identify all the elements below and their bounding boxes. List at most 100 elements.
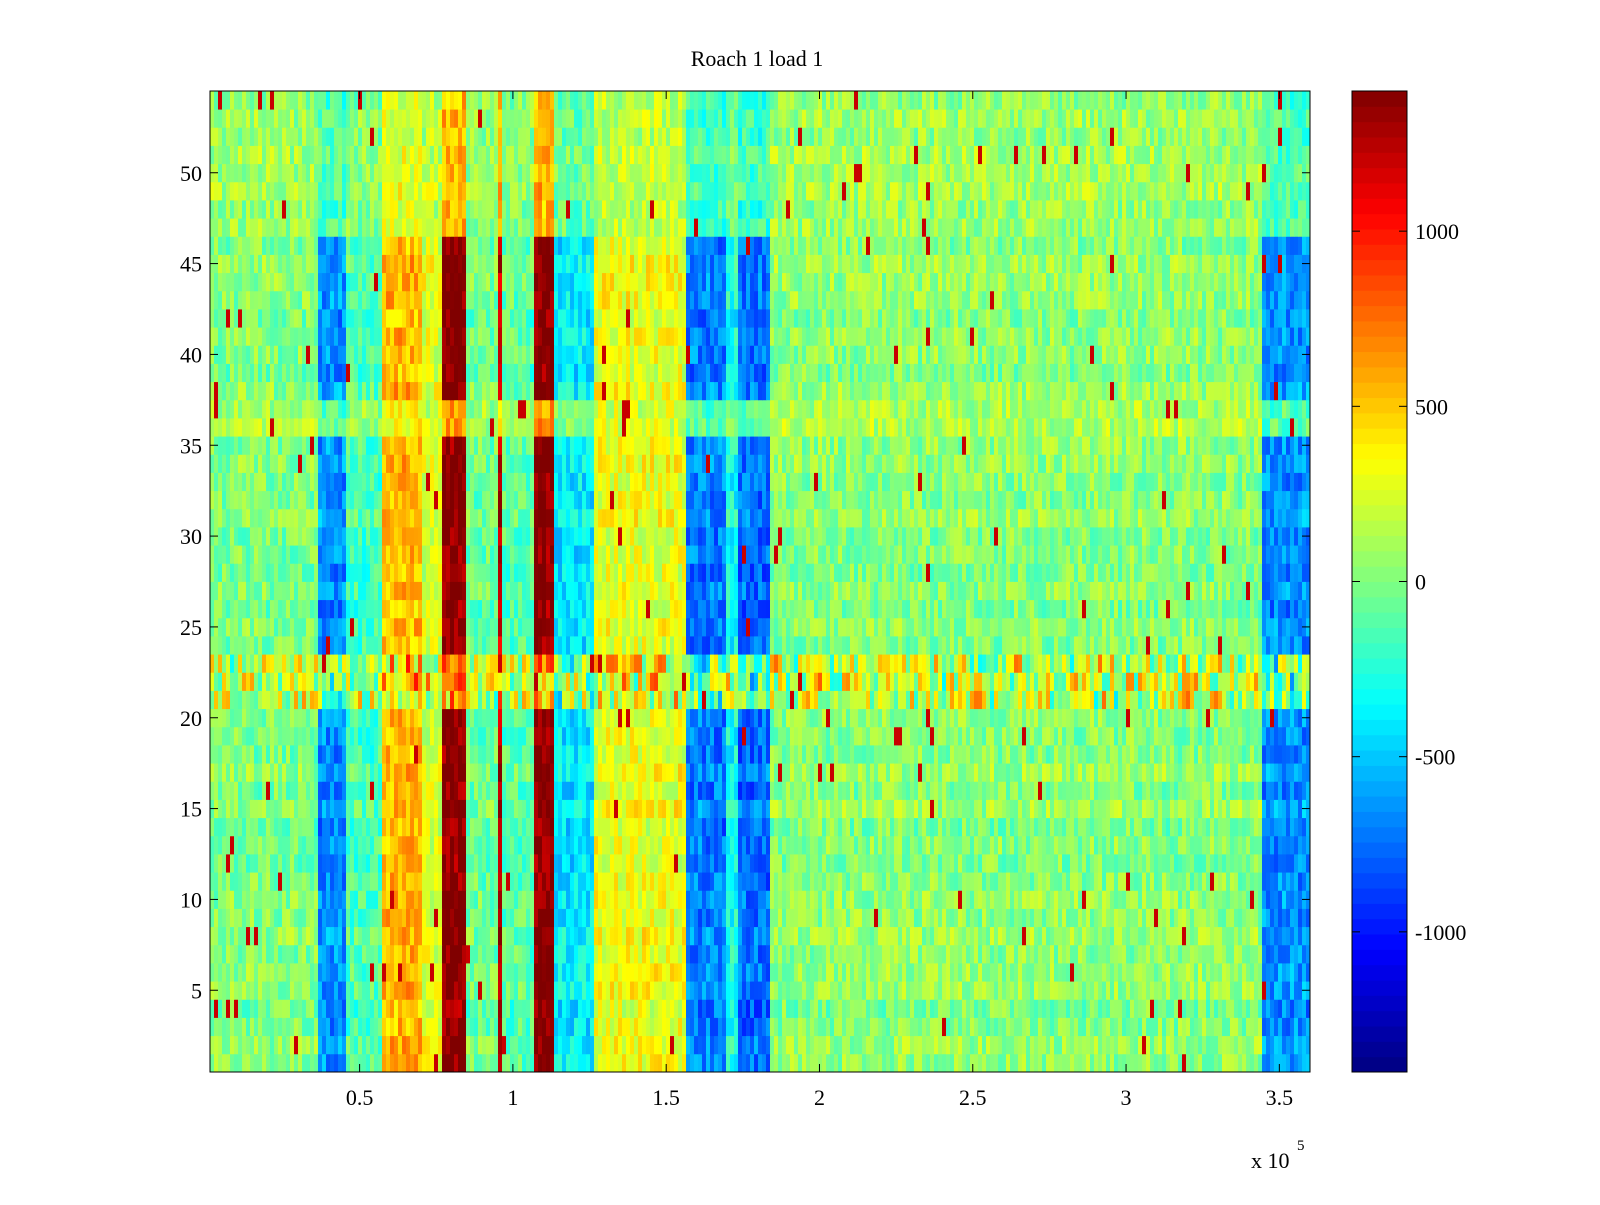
heatmap-cell — [646, 926, 651, 946]
heatmap-cell — [898, 926, 903, 946]
heatmap-cell — [422, 872, 427, 891]
heatmap-cell — [330, 1053, 335, 1073]
heatmap-cell — [842, 763, 847, 782]
heatmap-cell — [1278, 981, 1283, 1000]
heatmap-cell — [1190, 872, 1195, 891]
heatmap-cell — [210, 872, 215, 891]
heatmap-cell — [882, 981, 887, 1000]
heatmap-cell — [898, 999, 903, 1018]
heatmap-cell — [1238, 908, 1243, 928]
heatmap-cell — [1074, 999, 1079, 1018]
heatmap-cell — [242, 781, 247, 800]
heatmap-cell — [1086, 817, 1091, 837]
heatmap-cell — [742, 1053, 747, 1073]
heatmap-cell — [302, 926, 307, 946]
heatmap-cell — [850, 963, 855, 982]
heatmap-cell — [482, 781, 487, 800]
heatmap-cell — [546, 763, 551, 782]
heatmap-cell — [1286, 1017, 1291, 1037]
heatmap-cell — [1302, 1035, 1307, 1055]
heatmap-cell — [298, 1035, 303, 1055]
heatmap-cell — [594, 745, 599, 764]
heatmap-cell — [898, 781, 903, 800]
heatmap-cell — [958, 926, 963, 946]
heatmap-cell — [818, 981, 823, 1000]
heatmap-cell — [786, 1017, 791, 1037]
heatmap-cell — [366, 854, 371, 873]
heatmap-cell — [246, 999, 251, 1018]
heatmap-cell — [778, 745, 783, 764]
heatmap-cell — [750, 817, 755, 837]
heatmap-cell — [1214, 963, 1219, 982]
heatmap-cell — [214, 908, 219, 928]
heatmap-cell — [246, 1017, 251, 1037]
heatmap-cell — [250, 745, 255, 764]
heatmap-cell — [998, 1035, 1003, 1055]
heatmap-cell — [854, 763, 859, 782]
heatmap-cell — [1006, 944, 1011, 964]
heatmap-cell — [1266, 872, 1271, 891]
heatmap-cell — [1162, 763, 1167, 782]
heatmap-cell — [1174, 835, 1179, 855]
heatmap-cell — [1042, 981, 1047, 1000]
heatmap-cell — [874, 1017, 879, 1037]
heatmap-cell — [386, 1053, 391, 1073]
heatmap-cell — [1094, 1053, 1099, 1073]
heatmap-cell — [854, 963, 859, 982]
heatmap-cell — [1266, 781, 1271, 800]
heatmap-cell — [1058, 963, 1063, 982]
heatmap-cell — [446, 926, 451, 946]
heatmap-cell — [338, 817, 343, 837]
heatmap-cell — [1034, 1035, 1039, 1055]
heatmap-cell — [782, 1053, 787, 1073]
heatmap-cell — [410, 1035, 415, 1055]
heatmap-cell — [274, 1053, 279, 1073]
heatmap-cell — [502, 999, 507, 1018]
heatmap-cell — [578, 835, 583, 855]
heatmap-cell — [1290, 981, 1295, 1000]
heatmap-cell — [662, 963, 667, 982]
heatmap-cell — [902, 835, 907, 855]
heatmap-cell — [638, 944, 643, 964]
heatmap-cell — [494, 817, 499, 837]
heatmap-cell — [1006, 817, 1011, 837]
heatmap-cell — [362, 908, 367, 928]
heatmap-cell — [838, 944, 843, 964]
heatmap-cell — [638, 781, 643, 800]
heatmap-cell — [258, 926, 263, 946]
heatmap-cell — [898, 854, 903, 873]
heatmap-cell — [622, 817, 627, 837]
heatmap-cell — [986, 926, 991, 946]
heatmap-cell — [534, 1035, 539, 1055]
heatmap-cell — [366, 926, 371, 946]
heatmap-cell — [486, 1017, 491, 1037]
heatmap-cell — [470, 926, 475, 946]
heatmap-cell — [794, 999, 799, 1018]
heatmap-cell — [774, 963, 779, 982]
heatmap-cell — [310, 726, 315, 746]
heatmap-cell — [1142, 854, 1147, 873]
heatmap-cell — [442, 817, 447, 837]
heatmap-cell — [294, 726, 299, 746]
heatmap-cell — [558, 999, 563, 1018]
heatmap-cell — [1142, 799, 1147, 819]
heatmap-cell — [670, 944, 675, 964]
heatmap-cell — [250, 963, 255, 982]
heatmap-cell — [582, 763, 587, 782]
heatmap-cell — [714, 1053, 719, 1073]
heatmap-cell — [914, 1053, 919, 1073]
heatmap-cell — [1122, 854, 1127, 873]
heatmap-cell — [410, 963, 415, 982]
heatmap-cell — [486, 872, 491, 891]
heatmap-cell — [434, 854, 439, 873]
heatmap-cell — [878, 854, 883, 873]
heatmap-cell — [1154, 926, 1159, 946]
heatmap-cell — [1202, 835, 1207, 855]
heatmap-cell — [806, 1035, 811, 1055]
heatmap-cell — [634, 981, 639, 1000]
heatmap-cell — [842, 799, 847, 819]
heatmap-cell — [358, 1035, 363, 1055]
heatmap-cell — [1070, 944, 1075, 964]
heatmap-cell — [970, 745, 975, 764]
heatmap-cell — [802, 817, 807, 837]
